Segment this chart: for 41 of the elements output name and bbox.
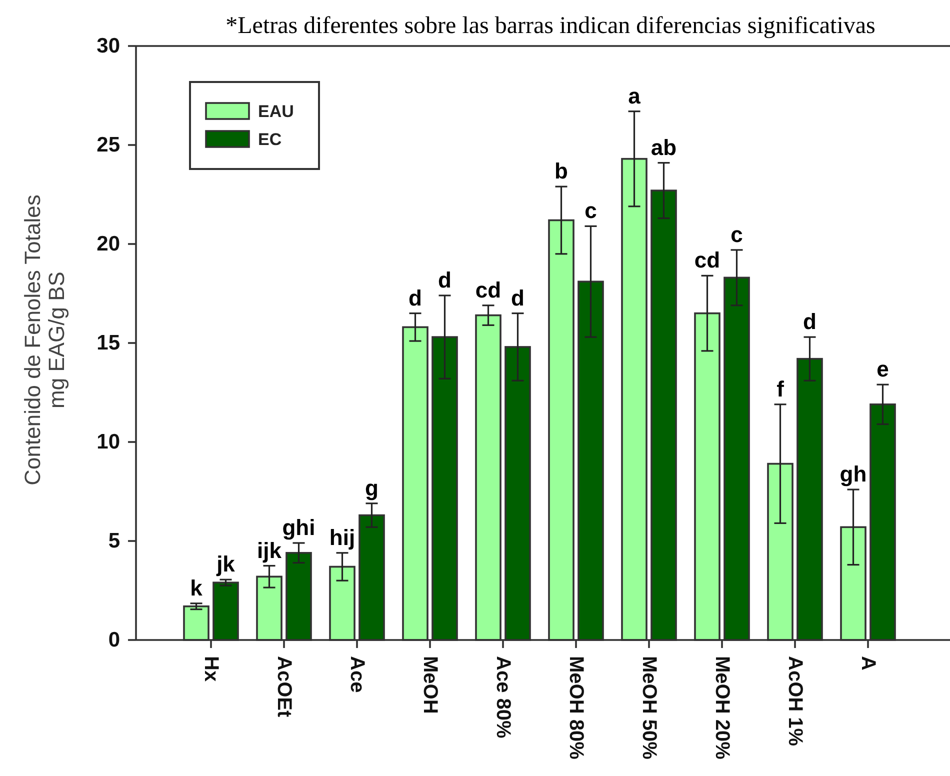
data-label: d xyxy=(511,285,524,310)
x-tick-label: AcOEt xyxy=(273,656,295,718)
legend-label: EC xyxy=(258,130,282,148)
data-label: f xyxy=(776,376,785,402)
data-label: cd xyxy=(475,277,502,302)
y-tick-label: 25 xyxy=(96,134,120,156)
data-label: b xyxy=(554,158,568,184)
data-label: d xyxy=(438,267,452,292)
data-label: c xyxy=(730,222,743,247)
y-tick-label: 0 xyxy=(108,628,120,652)
x-tick-label: AcOH 1% xyxy=(784,656,806,746)
x-tick-label: Ace xyxy=(346,656,368,693)
y-tick-label: 5 xyxy=(108,530,120,552)
x-tick-label: MeOH 20% xyxy=(711,656,733,760)
y-tick-label: 20 xyxy=(96,232,120,256)
x-tick-label: Ace 80% xyxy=(492,656,514,738)
data-label: ghi xyxy=(282,514,316,540)
data-label: gh xyxy=(840,462,867,487)
data-label: ijk xyxy=(257,538,282,563)
x-tick-label: Hx xyxy=(200,656,222,682)
data-label: hij xyxy=(329,524,356,550)
data-label: e xyxy=(876,356,889,382)
x-tick-label: MeOH xyxy=(419,656,441,714)
x-tick-label: A xyxy=(857,656,879,670)
legend-label: EAU xyxy=(258,102,294,120)
y-tick-label: 30 xyxy=(96,34,120,58)
text: *Letras diferentes sobre las barras indican diferencias significativas xyxy=(226,13,876,39)
data-label: g xyxy=(365,475,378,500)
data-label: d xyxy=(803,309,816,334)
y-axis-title: Contenido de Fenoles Totales mg EAG/g BS xyxy=(20,194,68,486)
data-label: ab xyxy=(650,134,677,160)
x-tick-label: MeOH 50% xyxy=(638,656,660,760)
data-label: a xyxy=(628,83,642,108)
y-tick-label: 15 xyxy=(96,332,120,354)
data-label: d xyxy=(408,285,422,310)
data-label: k xyxy=(190,575,204,600)
data-label: c xyxy=(584,198,597,224)
data-label: jk xyxy=(216,552,236,577)
y-tick-label: 10 xyxy=(96,430,120,454)
x-tick-label: MeOH 80% xyxy=(565,656,587,760)
data-label: cd xyxy=(694,248,720,273)
